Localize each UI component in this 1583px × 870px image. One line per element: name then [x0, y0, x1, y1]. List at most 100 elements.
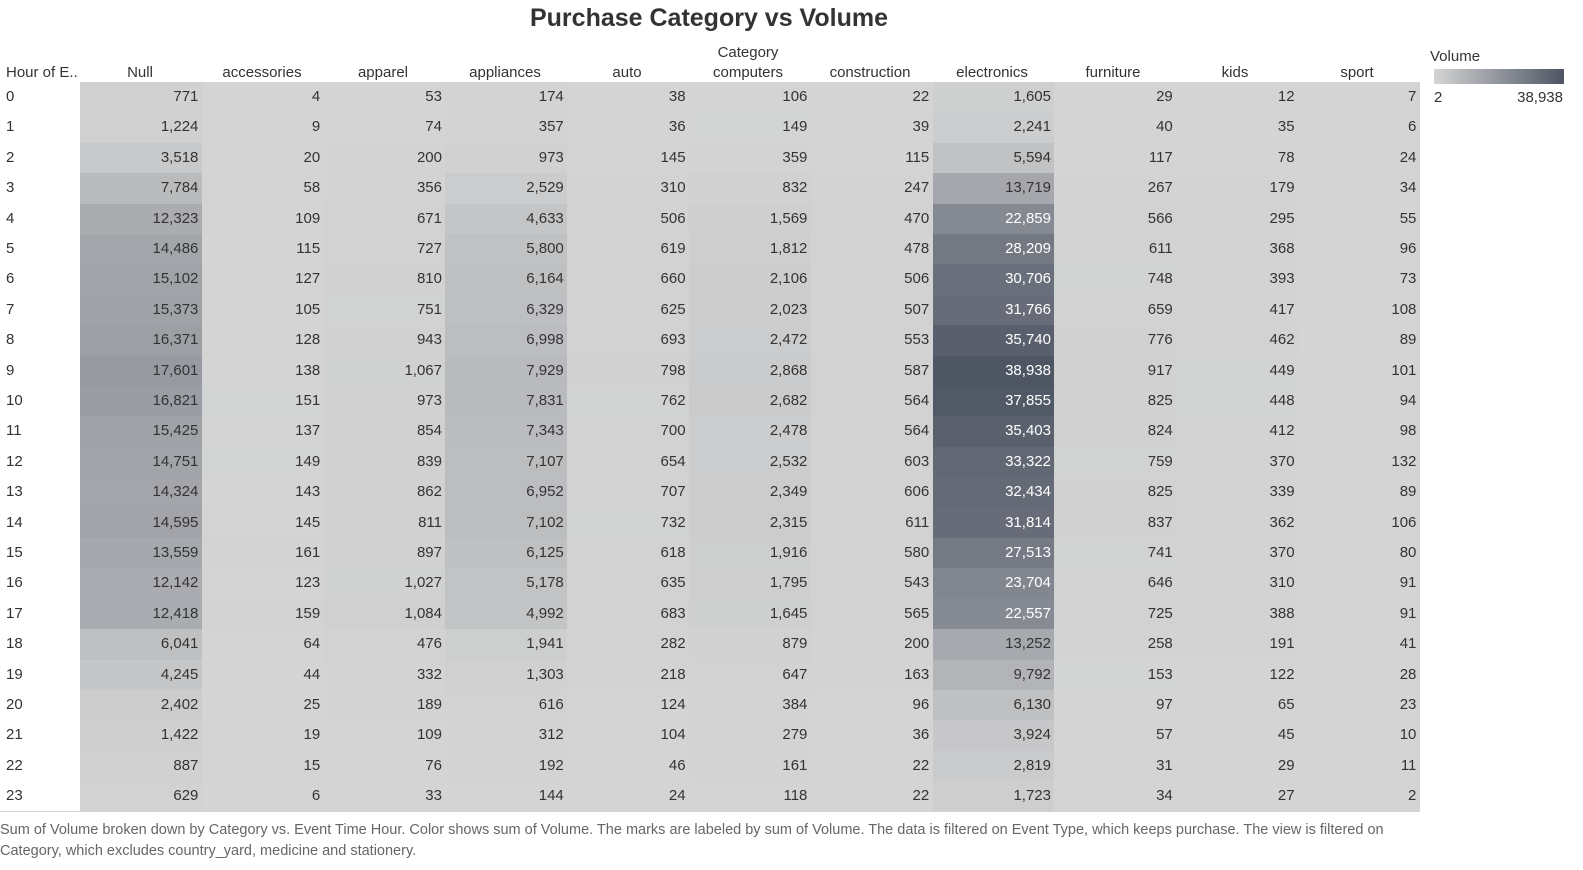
heatmap-cell: 179: [1176, 173, 1299, 205]
heatmap-cell: 73: [1298, 264, 1421, 296]
heatmap-cell: 23: [1298, 690, 1421, 721]
heatmap-cell: 811: [323, 507, 446, 539]
heatmap-cell: 16,821: [80, 386, 203, 417]
heatmap-cell: 108: [1298, 294, 1421, 326]
heatmap-cell: 7,784: [80, 173, 203, 205]
heatmap-cell: 12: [1176, 82, 1299, 113]
heatmap-cell: 476: [323, 629, 446, 661]
heatmap-cell: 943: [323, 325, 446, 357]
heatmap-cell: 161: [201, 538, 325, 569]
row-header-label: Hour of E..: [6, 64, 78, 81]
heatmap-cell: 35: [1176, 112, 1299, 144]
heatmap-cell: 94: [1298, 386, 1421, 417]
table-bottom-rule: [0, 811, 1418, 812]
heatmap-cell: 109: [201, 203, 325, 235]
heatmap-cell: 825: [1054, 477, 1177, 509]
heatmap-cell: 4,992: [445, 598, 568, 630]
heatmap-cell: 40: [1054, 112, 1177, 144]
heatmap-cell: 2,315: [689, 507, 812, 539]
heatmap-cell: 741: [1054, 538, 1177, 569]
heatmap-cell: 41: [1298, 629, 1421, 661]
heatmap-cell: 732: [567, 507, 690, 539]
heatmap-cell: 115: [810, 142, 934, 174]
heatmap-cell: 356: [323, 173, 446, 205]
heatmap-cell: 606: [810, 477, 934, 509]
heatmap-cell: 580: [810, 538, 934, 569]
heatmap-cell: 312: [445, 720, 568, 752]
heatmap-cell: 65: [1176, 690, 1299, 721]
column-header-construction: construction: [829, 64, 911, 81]
legend-title: Volume: [1430, 48, 1481, 65]
heatmap-cell: 22: [810, 781, 934, 813]
heatmap-cell: 1,067: [323, 355, 446, 387]
heatmap-cell: 14,324: [80, 477, 203, 509]
column-header-apparel: apparel: [357, 64, 409, 81]
heatmap-cell: 2,868: [689, 355, 812, 387]
heatmap-cell: 310: [1176, 568, 1299, 600]
heatmap-cell: 161: [689, 750, 812, 782]
heatmap-cell: 748: [1054, 264, 1177, 296]
row-header-hour-15: 15: [6, 544, 23, 561]
row-header-hour-10: 10: [6, 392, 23, 409]
heatmap-cell: 15,373: [80, 294, 203, 326]
heatmap-cell: 74: [323, 112, 446, 144]
heatmap-cell: 1,224: [80, 112, 203, 144]
heatmap-cell: 34: [1298, 173, 1421, 205]
heatmap-cell: 97: [1054, 690, 1177, 721]
heatmap-cell: 879: [689, 629, 812, 661]
heatmap-cell: 449: [1176, 355, 1299, 387]
heatmap-cell: 117: [1054, 142, 1177, 174]
heatmap-cell: 462: [1176, 325, 1299, 357]
heatmap-cell: 53: [323, 82, 446, 113]
heatmap-cell: 587: [810, 355, 934, 387]
row-header-hour-0: 0: [6, 88, 15, 105]
heatmap-cell: 2,682: [689, 386, 812, 417]
heatmap-cell: 825: [1054, 386, 1177, 417]
heatmap-cell: 19: [201, 720, 325, 752]
heatmap-cell: 57: [1054, 720, 1177, 752]
heatmap-cell: 4: [201, 82, 325, 113]
heatmap-cell: 2,529: [445, 173, 568, 205]
heatmap-cell: 22: [810, 750, 934, 782]
heatmap-cell: 29: [1054, 82, 1177, 113]
heatmap-cell: 44: [201, 659, 325, 691]
heatmap-cell: 45: [1176, 720, 1299, 752]
heatmap-cell: 163: [810, 659, 934, 691]
heatmap-cell: 635: [567, 568, 690, 600]
row-header-hour-4: 4: [6, 209, 15, 227]
heatmap-cell: 31: [1054, 750, 1177, 782]
heatmap-cell: 22,859: [932, 203, 1055, 235]
heatmap-cell: 6: [1298, 112, 1421, 144]
heatmap-cell: 310: [567, 173, 690, 205]
heatmap-cell: 10: [1298, 720, 1421, 752]
heatmap-cell: 9,792: [932, 659, 1055, 691]
heatmap-cell: 36: [567, 112, 690, 144]
heatmap-cell: 106: [1298, 507, 1421, 539]
heatmap-cell: 5,800: [445, 234, 568, 265]
heatmap-cell: 27,513: [932, 538, 1055, 569]
heatmap-cell: 646: [1054, 568, 1177, 600]
heatmap-cell: 707: [567, 477, 690, 509]
heatmap-cell: 1,605: [932, 82, 1055, 113]
heatmap-cell: 393: [1176, 264, 1299, 296]
heatmap-cell: 725: [1054, 598, 1177, 630]
heatmap-cell: 58: [201, 173, 325, 205]
column-header-sport: sport: [1340, 64, 1374, 81]
heatmap-cell: 2,402: [80, 690, 203, 721]
heatmap-cell: 973: [445, 142, 568, 174]
heatmap-cell: 771: [80, 82, 203, 113]
heatmap-cell: 55: [1298, 203, 1421, 235]
heatmap-cell: 3,924: [932, 720, 1055, 752]
heatmap-cell: 917: [1054, 355, 1177, 387]
heatmap-cell: 506: [567, 203, 690, 235]
heatmap-cell: 6,952: [445, 477, 568, 509]
heatmap-cell: 109: [323, 720, 446, 752]
heatmap-cell: 832: [689, 173, 812, 205]
heatmap-cell: 34: [1054, 781, 1177, 813]
heatmap-cell: 1,916: [689, 538, 812, 569]
heatmap-cell: 23,704: [932, 568, 1055, 600]
heatmap-cell: 824: [1054, 416, 1177, 448]
heatmap-cell: 267: [1054, 173, 1177, 205]
heatmap-cell: 15,425: [80, 416, 203, 448]
heatmap-cell: 12,418: [80, 598, 203, 630]
